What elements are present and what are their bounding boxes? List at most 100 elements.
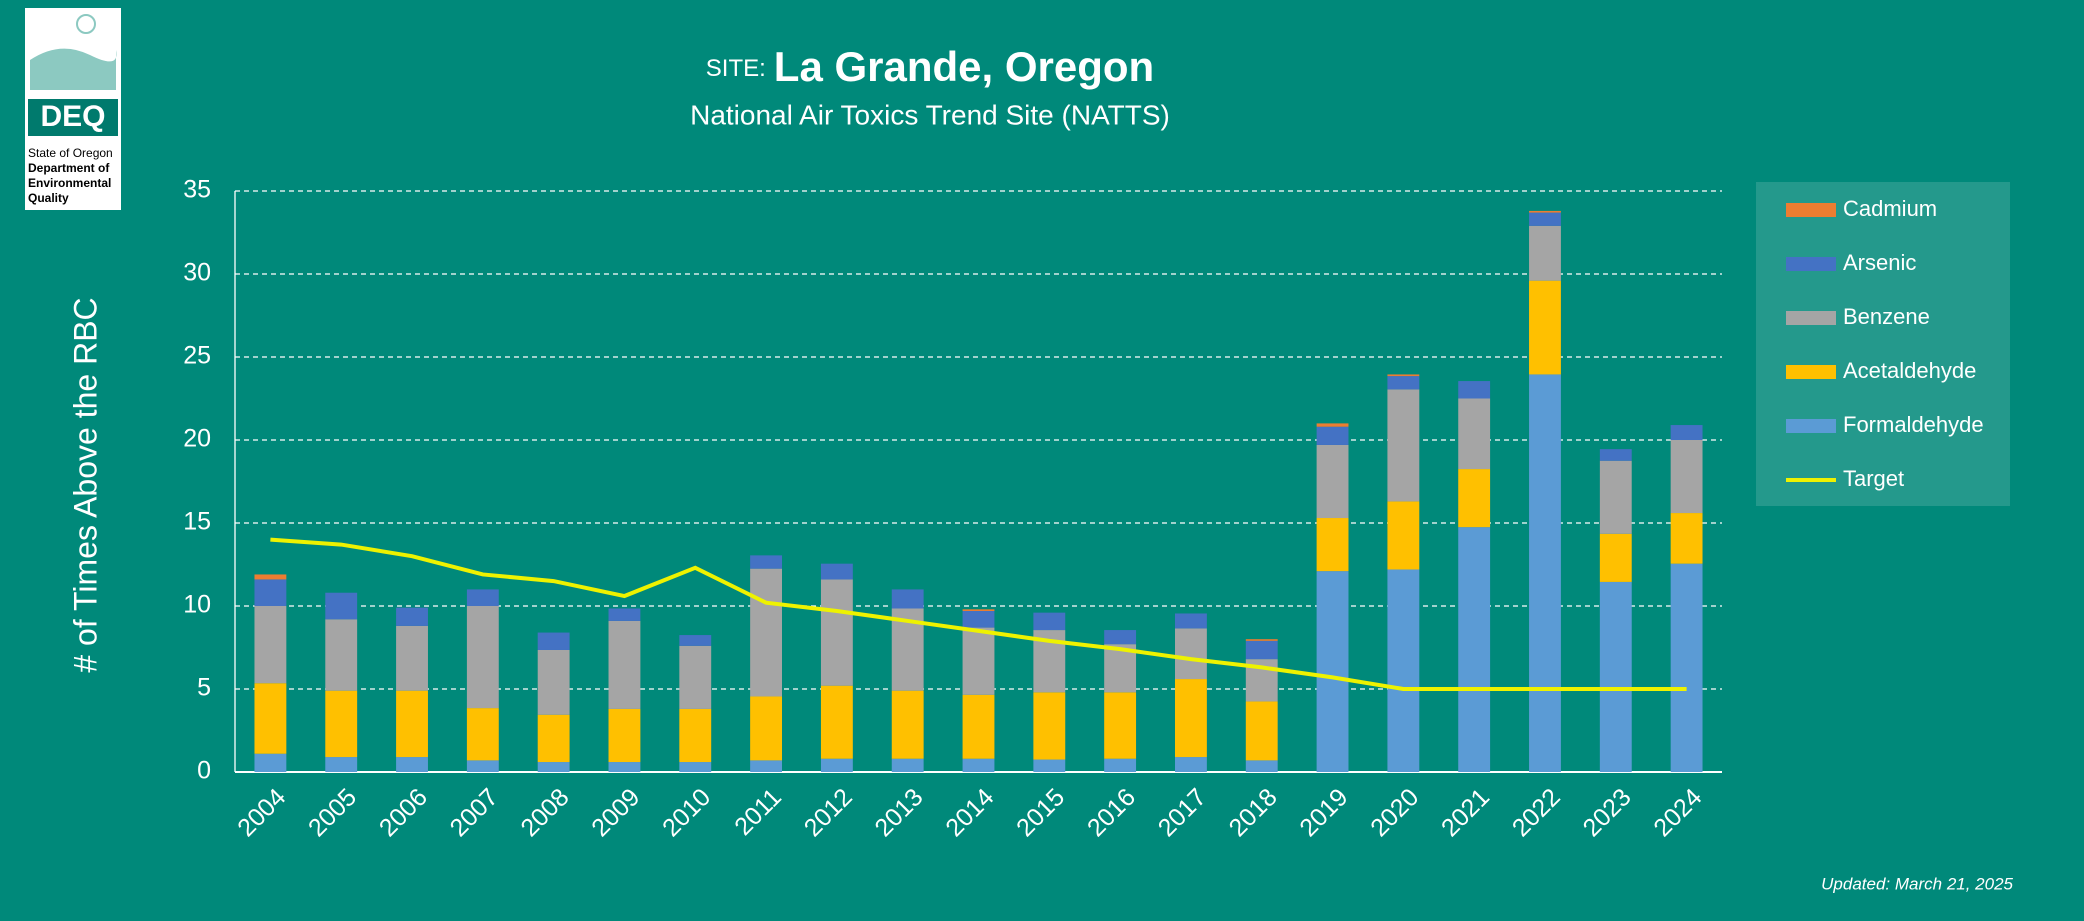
bar-segment: [1245, 640, 1278, 660]
bar-segment: [750, 696, 783, 761]
bar-segment: [820, 685, 853, 759]
bar-segment: [1670, 513, 1703, 564]
y-tick-label: 20: [183, 425, 211, 453]
bar-segment: [254, 574, 287, 580]
legend-label: Arsenic: [1843, 250, 1916, 275]
bar-segment: [466, 708, 499, 761]
bar-segment: [1458, 398, 1491, 470]
bar-segment: [1529, 210, 1561, 213]
bar-segment: [254, 606, 287, 684]
legend-swatch: [1786, 419, 1836, 433]
bar-segment: [1104, 758, 1137, 772]
y-tick-label: 25: [183, 342, 211, 370]
legend-swatch: [1786, 311, 1836, 325]
bar-segment: [1245, 701, 1278, 761]
bar-segment: [820, 758, 853, 772]
bar-segment: [325, 619, 358, 691]
bar-segment: [254, 753, 287, 772]
bar-segment: [962, 694, 995, 759]
bar-segment: [1529, 212, 1561, 226]
bar-segment: [750, 568, 783, 697]
y-tick-label: 10: [183, 591, 211, 619]
bar-segment: [1245, 639, 1278, 641]
logo-line: Environmental: [28, 176, 111, 190]
bar-segment: [1033, 759, 1066, 772]
target-line: [270, 537, 1687, 691]
logo-line: Quality: [28, 191, 69, 205]
legend-box: [1756, 182, 2010, 506]
logo-line: Department of: [28, 161, 110, 175]
bar-segment: [1316, 423, 1349, 427]
bar-segment: [1387, 389, 1420, 502]
legend-label: Cadmium: [1843, 196, 1937, 221]
y-tick-label: 0: [197, 757, 211, 785]
bar-segment: [962, 610, 995, 628]
title-text: La Grande, Oregon: [774, 43, 1154, 90]
chart-title: SITE: La Grande, Oregon: [706, 43, 1154, 90]
bar-segment: [396, 690, 428, 758]
bar-segment: [1387, 501, 1420, 570]
bar-segment: [466, 589, 499, 606]
bar-segment: [1174, 613, 1207, 629]
bar-segment: [1104, 630, 1137, 645]
bar-segment: [1458, 527, 1491, 772]
bar-segment: [679, 708, 712, 763]
legend-swatch: [1786, 257, 1836, 271]
legend-label: Acetaldehyde: [1843, 358, 1976, 383]
y-tick-label: 15: [183, 508, 211, 536]
bar-segment: [1670, 425, 1703, 440]
bar-segment: [679, 645, 712, 709]
bar-segment: [1174, 628, 1207, 680]
bar-segment: [608, 620, 641, 709]
logo-hills: [30, 48, 117, 90]
bar-segment: [1245, 760, 1278, 772]
legend-label: Benzene: [1843, 304, 1930, 329]
bar-segment: [820, 563, 853, 580]
logo: DEQ State of Oregon Department of Enviro…: [25, 8, 121, 210]
bar-segment: [679, 635, 712, 646]
bar-segment: [608, 608, 641, 621]
bar-segment: [1529, 374, 1561, 772]
bar-segment: [1458, 469, 1491, 528]
title-prefix: SITE:: [706, 55, 766, 82]
bar-segment: [1174, 757, 1207, 772]
logo-band: [28, 99, 118, 136]
bar-segment: [537, 632, 570, 650]
bar-segment: [466, 760, 499, 772]
bar-segment: [820, 579, 853, 686]
bar-segment: [1599, 449, 1632, 461]
bar-segment: [1670, 440, 1703, 514]
bar-segment: [1387, 569, 1420, 772]
bar-segment: [962, 758, 995, 772]
legend-swatch: [1786, 365, 1836, 379]
bar-segment: [1316, 444, 1349, 519]
bar-segment: [1599, 460, 1632, 534]
bar-segment: [1670, 563, 1703, 772]
bar-segment: [537, 714, 570, 763]
bar-segment: [1316, 518, 1349, 572]
y-tick-label: 5: [197, 674, 211, 702]
bar-segment: [396, 757, 428, 772]
bar-segment: [1316, 571, 1349, 772]
bar-segment: [891, 690, 924, 759]
bar-segment: [891, 589, 924, 609]
bar-segment: [1458, 381, 1491, 399]
bar-segment: [466, 606, 499, 709]
y-axis-label: # of Times Above the RBC: [67, 297, 103, 672]
legend-label: Target: [1843, 466, 1904, 491]
y-tick-label: 35: [183, 176, 211, 204]
bar-segment: [1104, 692, 1137, 759]
bar-segment: [750, 760, 783, 772]
bar-segment: [1387, 374, 1420, 377]
bar-segment: [1033, 692, 1066, 760]
chart-subtitle: National Air Toxics Trend Site (NATTS): [690, 99, 1170, 130]
bar-segment: [1599, 581, 1632, 772]
bar-segment: [750, 555, 783, 569]
bar-segment: [1174, 679, 1207, 758]
bar-segment: [1033, 612, 1066, 631]
bar-segment: [608, 762, 641, 772]
bar-segment: [396, 625, 428, 691]
bar-segment: [679, 762, 712, 772]
